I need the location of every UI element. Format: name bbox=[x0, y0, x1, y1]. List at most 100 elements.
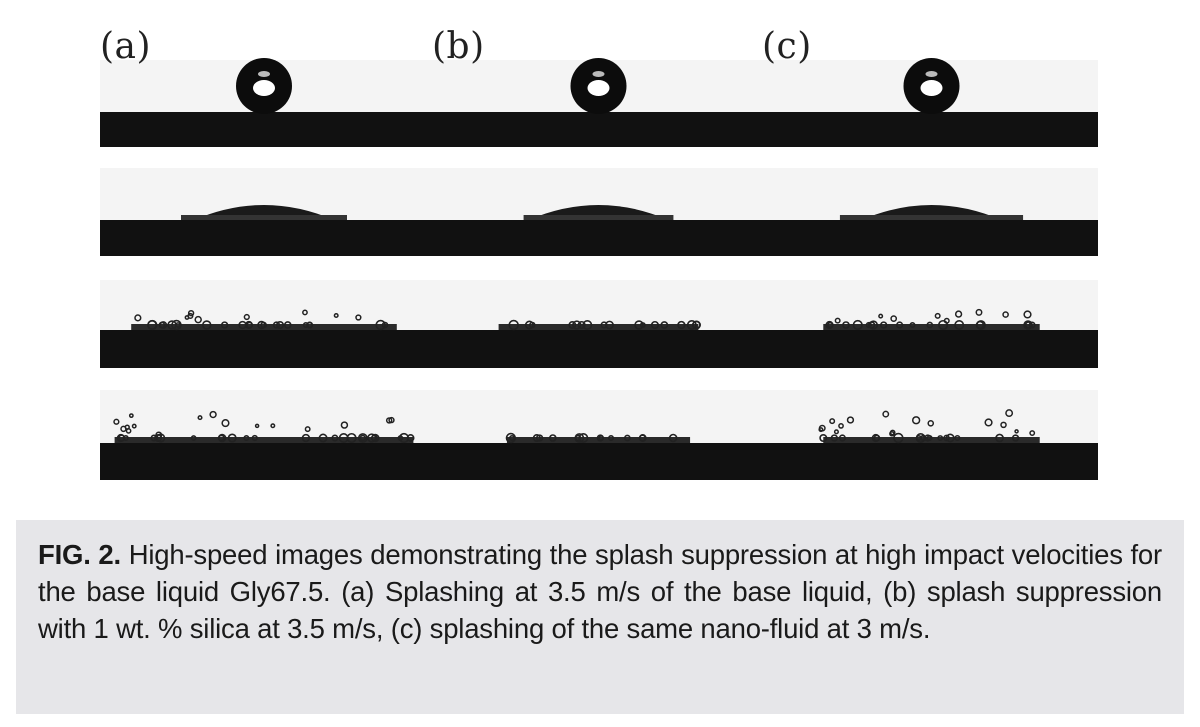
splash-droplet bbox=[1029, 430, 1036, 436]
splash-droplet bbox=[128, 413, 134, 419]
splash-droplet bbox=[934, 312, 941, 319]
lamella-bubble bbox=[842, 321, 850, 329]
splash-droplet bbox=[209, 410, 217, 419]
splash-droplet bbox=[882, 410, 890, 418]
splash-droplet bbox=[113, 418, 120, 425]
lamella-bubble bbox=[852, 319, 863, 331]
splash-droplet bbox=[984, 418, 993, 427]
lamella-bubble bbox=[381, 321, 389, 329]
lamella-bubble bbox=[954, 434, 961, 442]
lamella-bubble bbox=[357, 433, 368, 443]
lamella-bubble bbox=[660, 321, 669, 329]
splash-droplet bbox=[221, 419, 230, 428]
lamella bbox=[498, 324, 699, 330]
lamella bbox=[114, 437, 414, 443]
substrate bbox=[100, 443, 432, 480]
lamella-bubble bbox=[825, 320, 834, 330]
lamella bbox=[181, 215, 347, 220]
lamella-bubble bbox=[909, 321, 916, 329]
lamella-bubble bbox=[578, 432, 589, 444]
lamella-bubble bbox=[692, 320, 701, 330]
lamella-bubble bbox=[331, 434, 339, 442]
splash-droplet bbox=[304, 426, 311, 433]
splash-droplet bbox=[1005, 409, 1014, 418]
lamella-bubble bbox=[975, 320, 985, 330]
splash-droplet bbox=[134, 314, 142, 322]
lamella-bubble bbox=[116, 433, 126, 443]
splash-droplet bbox=[187, 309, 195, 317]
caption-text: High-speed images demonstrating the spla… bbox=[38, 539, 1162, 644]
splash-droplet bbox=[889, 429, 896, 436]
lamella-bubble bbox=[686, 319, 697, 331]
lamella-bubble bbox=[865, 321, 872, 329]
lamella-bubble bbox=[943, 434, 950, 442]
substrate bbox=[765, 112, 1098, 147]
lamella-bubble bbox=[283, 321, 292, 329]
lamella-bubble bbox=[926, 321, 934, 329]
substrate bbox=[100, 330, 432, 368]
splash-droplet bbox=[355, 314, 362, 321]
splash-droplet bbox=[125, 428, 132, 434]
lamella-bubble bbox=[650, 320, 659, 330]
lamella-bubble bbox=[532, 433, 541, 443]
frame-background bbox=[432, 280, 765, 330]
lamella-bubble bbox=[371, 434, 378, 442]
droplet-reflection bbox=[925, 71, 938, 77]
lamella-bubble bbox=[154, 433, 163, 443]
splash-droplet bbox=[890, 315, 898, 323]
splash-droplet bbox=[838, 423, 844, 429]
lamella-bubble bbox=[549, 434, 557, 442]
lamella-bubble bbox=[509, 435, 515, 441]
lamella-bubble bbox=[830, 434, 838, 442]
lamella-bubble bbox=[819, 433, 828, 443]
lamella-bubble bbox=[272, 321, 281, 329]
lamella-bubble bbox=[227, 433, 237, 443]
splash-droplet bbox=[131, 423, 137, 429]
splash-droplet bbox=[155, 431, 163, 439]
lamella-bubble bbox=[838, 434, 846, 442]
lamella-bubble bbox=[1028, 321, 1036, 329]
lamella-bubble bbox=[251, 434, 258, 442]
substrate bbox=[432, 330, 765, 368]
substrate bbox=[432, 443, 765, 480]
substrate bbox=[765, 330, 1098, 368]
figure-caption: FIG. 2. High-speed images demonstrating … bbox=[38, 536, 1162, 647]
lamella bbox=[523, 215, 674, 220]
lamella-bubble bbox=[937, 319, 949, 331]
lamella-bubble bbox=[668, 433, 678, 443]
splash-droplet bbox=[829, 418, 836, 425]
panel-label-c: (c) bbox=[762, 26, 812, 67]
lamella-bubble bbox=[926, 434, 933, 442]
frame-background bbox=[432, 390, 765, 443]
splash-droplet bbox=[340, 421, 349, 429]
splash-droplet bbox=[1000, 421, 1007, 429]
caption-box: FIG. 2. High-speed images demonstrating … bbox=[16, 520, 1184, 714]
lamella-bubble bbox=[677, 320, 686, 330]
lamella-bubble bbox=[398, 432, 410, 444]
splash-droplet bbox=[385, 417, 393, 424]
lamella-bubble bbox=[397, 435, 404, 441]
lamella-bubble bbox=[505, 432, 517, 444]
lamella-bubble bbox=[201, 320, 212, 330]
figure-image bbox=[100, 58, 1098, 480]
lamella-bubble bbox=[919, 435, 926, 441]
lamella-bubble bbox=[171, 319, 182, 331]
substrate bbox=[100, 112, 432, 147]
splash-droplet bbox=[184, 315, 190, 320]
lamella-bubble bbox=[896, 321, 904, 329]
lamella-bubble bbox=[638, 434, 647, 442]
splash-droplet bbox=[333, 312, 339, 318]
splash-droplet bbox=[833, 429, 839, 435]
lamella-bubble bbox=[945, 433, 955, 443]
lamella-bubble bbox=[572, 320, 582, 330]
lamella-bubble bbox=[528, 321, 536, 329]
splash-droplet bbox=[818, 427, 824, 433]
splash-droplet bbox=[975, 308, 983, 316]
splash-droplet bbox=[388, 416, 395, 424]
lamella-bubble bbox=[276, 320, 285, 330]
lamella-bubble bbox=[568, 321, 577, 329]
droplet-reflection bbox=[592, 71, 605, 77]
splash-droplet bbox=[270, 423, 276, 429]
splash-droplet bbox=[1023, 310, 1032, 319]
substrate bbox=[765, 220, 1098, 256]
